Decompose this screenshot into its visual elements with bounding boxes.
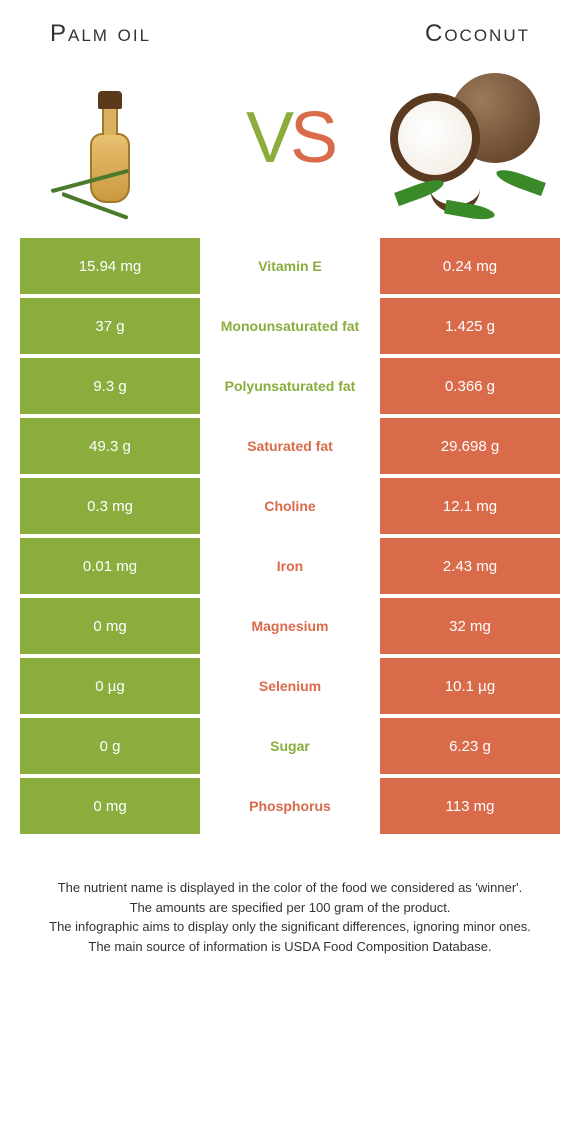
- coconut-icon: [390, 63, 550, 213]
- right-value: 1.425 g: [380, 298, 560, 354]
- right-value: 32 mg: [380, 598, 560, 654]
- vs-v: V: [246, 98, 290, 178]
- left-value: 0 mg: [20, 778, 200, 834]
- nutrient-label: Vitamin E: [200, 238, 380, 294]
- table-row: 49.3 gSaturated fat29.698 g: [20, 418, 560, 474]
- left-value: 0 g: [20, 718, 200, 774]
- table-row: 0 gSugar6.23 g: [20, 718, 560, 774]
- right-value: 2.43 mg: [380, 538, 560, 594]
- left-value: 0.3 mg: [20, 478, 200, 534]
- nutrient-label: Polyunsaturated fat: [200, 358, 380, 414]
- left-title: Palm oil: [50, 20, 151, 48]
- right-value: 10.1 µg: [380, 658, 560, 714]
- footer-line: The main source of information is USDA F…: [30, 937, 550, 957]
- left-value: 0 mg: [20, 598, 200, 654]
- nutrient-label: Magnesium: [200, 598, 380, 654]
- right-value: 29.698 g: [380, 418, 560, 474]
- table-row: 0.3 mgCholine12.1 mg: [20, 478, 560, 534]
- right-value: 113 mg: [380, 778, 560, 834]
- header-titles: Palm oil Coconut: [0, 0, 580, 58]
- table-row: 0.01 mgIron2.43 mg: [20, 538, 560, 594]
- nutrient-label: Choline: [200, 478, 380, 534]
- right-image: [390, 58, 550, 218]
- right-value: 12.1 mg: [380, 478, 560, 534]
- nutrient-label: Iron: [200, 538, 380, 594]
- nutrient-label: Selenium: [200, 658, 380, 714]
- footer-notes: The nutrient name is displayed in the co…: [0, 838, 580, 956]
- footer-line: The nutrient name is displayed in the co…: [30, 878, 550, 898]
- left-value: 0 µg: [20, 658, 200, 714]
- right-value: 0.24 mg: [380, 238, 560, 294]
- left-value: 15.94 mg: [20, 238, 200, 294]
- oil-bottle-icon: [50, 63, 170, 213]
- left-value: 9.3 g: [20, 358, 200, 414]
- images-row: VS: [0, 58, 580, 238]
- nutrient-table: 15.94 mgVitamin E0.24 mg37 gMonounsatura…: [0, 238, 580, 834]
- left-value: 37 g: [20, 298, 200, 354]
- table-row: 0 mgMagnesium32 mg: [20, 598, 560, 654]
- vs-s: S: [290, 98, 334, 178]
- nutrient-label: Sugar: [200, 718, 380, 774]
- table-row: 37 gMonounsaturated fat1.425 g: [20, 298, 560, 354]
- right-value: 6.23 g: [380, 718, 560, 774]
- footer-line: The amounts are specified per 100 gram o…: [30, 898, 550, 918]
- table-row: 0 µgSelenium10.1 µg: [20, 658, 560, 714]
- left-value: 49.3 g: [20, 418, 200, 474]
- nutrient-label: Phosphorus: [200, 778, 380, 834]
- footer-line: The infographic aims to display only the…: [30, 917, 550, 937]
- table-row: 15.94 mgVitamin E0.24 mg: [20, 238, 560, 294]
- vs-label: VS: [246, 97, 334, 179]
- right-value: 0.366 g: [380, 358, 560, 414]
- nutrient-label: Saturated fat: [200, 418, 380, 474]
- right-title: Coconut: [425, 20, 530, 48]
- nutrient-label: Monounsaturated fat: [200, 298, 380, 354]
- left-value: 0.01 mg: [20, 538, 200, 594]
- left-image: [30, 58, 190, 218]
- table-row: 9.3 gPolyunsaturated fat0.366 g: [20, 358, 560, 414]
- table-row: 0 mgPhosphorus113 mg: [20, 778, 560, 834]
